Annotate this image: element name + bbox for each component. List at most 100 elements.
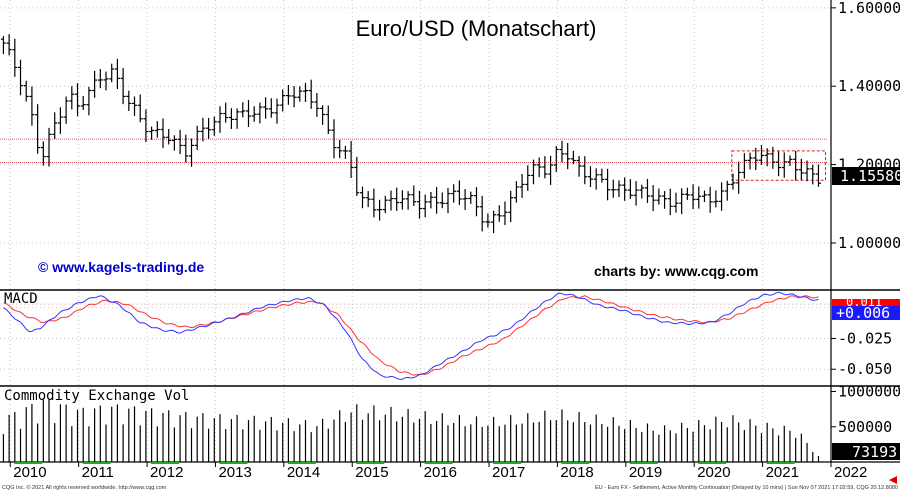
price-bar — [673, 192, 679, 213]
price-bar — [439, 192, 445, 209]
price-bar — [650, 185, 656, 212]
price-bar — [456, 180, 462, 205]
highlight-box — [731, 150, 827, 181]
chart-credit: charts by: www.cqg.com — [594, 263, 758, 279]
price-bar — [434, 187, 440, 214]
price-bar — [18, 59, 24, 96]
price-bar — [696, 186, 702, 209]
price-bar — [713, 190, 719, 208]
price-bar — [109, 63, 115, 83]
macd-axis: -0.025 -0.050 — [831, 330, 892, 378]
footer-right: EU - Euro FX - Settlement, Active Monthl… — [595, 485, 898, 491]
price-bar — [662, 191, 668, 209]
price-bar — [194, 125, 200, 151]
price-bar — [405, 191, 411, 210]
price-bar — [753, 147, 759, 171]
price-bar — [656, 188, 662, 205]
price-bar — [747, 152, 753, 170]
price-bar — [149, 126, 155, 140]
price-bar — [177, 129, 183, 155]
price-bar — [280, 89, 286, 112]
price-bar — [40, 141, 46, 166]
price-bar — [428, 191, 434, 209]
price-bar — [644, 178, 650, 203]
price-bar — [348, 140, 354, 178]
price-bar — [52, 112, 58, 139]
last-price-label: 1.15580 — [840, 167, 900, 185]
price-bar — [679, 188, 685, 215]
footer-left: CQG Inc. © 2021 All rights reserved worl… — [2, 484, 167, 491]
price-bar — [525, 165, 531, 191]
price-bar — [337, 139, 343, 159]
price-bar — [132, 96, 138, 116]
price-bars — [0, 34, 821, 234]
year-label: 2017 — [492, 464, 525, 481]
price-bar — [114, 58, 120, 90]
price-bar — [787, 155, 793, 166]
price-bar — [189, 138, 195, 167]
macd-badge-top-label: 0.011 — [846, 295, 882, 309]
price-bar — [536, 157, 542, 178]
price-bar — [291, 85, 297, 108]
price-bar — [776, 151, 782, 177]
price-bar — [200, 117, 206, 142]
volume-last-label: 73193 — [852, 443, 897, 461]
price-bar — [143, 109, 149, 142]
macd-label: MACD — [4, 291, 38, 307]
price-bar — [57, 107, 63, 134]
price-bar — [633, 181, 639, 206]
price-bar — [411, 185, 417, 206]
price-bar — [274, 98, 280, 124]
price-bar — [781, 152, 787, 178]
price-gridlines — [0, 7, 831, 244]
price-bar — [394, 187, 400, 211]
price-bar — [559, 140, 565, 163]
price-bar — [582, 156, 588, 185]
price-bar — [576, 155, 582, 177]
price-bar — [764, 148, 770, 167]
price-bar — [502, 201, 508, 226]
year-label: 2015 — [355, 464, 388, 481]
price-bar — [473, 187, 479, 217]
year-label: 2016 — [424, 464, 457, 481]
price-bar — [126, 90, 132, 112]
price-bar — [160, 118, 166, 149]
price-bar — [325, 105, 331, 134]
price-bar — [46, 127, 52, 167]
price-bar — [35, 104, 41, 154]
price-bar — [508, 190, 514, 223]
scroll-arrow-icon[interactable] — [889, 476, 897, 484]
price-bar — [519, 174, 525, 198]
year-label: 2019 — [629, 464, 662, 481]
price-bar — [416, 190, 422, 219]
year-label: 2014 — [287, 464, 320, 481]
price-bar — [707, 186, 713, 213]
price-bar — [810, 164, 816, 185]
price-bar — [724, 180, 730, 201]
price-bar — [171, 135, 177, 151]
axis-panel — [831, 0, 900, 462]
price-bar — [211, 116, 217, 136]
price-bar — [75, 83, 81, 117]
price-bar — [97, 69, 103, 89]
price-bar — [359, 186, 365, 209]
price-bar — [6, 34, 12, 56]
price-bar — [308, 79, 314, 109]
price-bar — [29, 86, 35, 126]
price-bar — [616, 180, 622, 198]
price-bar — [462, 189, 468, 210]
price-bar — [530, 159, 536, 185]
price-bar — [684, 187, 690, 200]
volume-bars — [2, 399, 820, 462]
macd-badge-bottom — [832, 306, 900, 320]
price-bar — [223, 102, 229, 123]
price-bar — [354, 156, 360, 196]
price-bar — [388, 190, 394, 211]
price-bar — [12, 38, 18, 77]
macd-line — [3, 291, 819, 380]
year-label: 2013 — [218, 464, 251, 481]
price-bar — [92, 70, 98, 98]
price-bar — [468, 191, 474, 204]
year-label: 2010 — [13, 464, 46, 481]
